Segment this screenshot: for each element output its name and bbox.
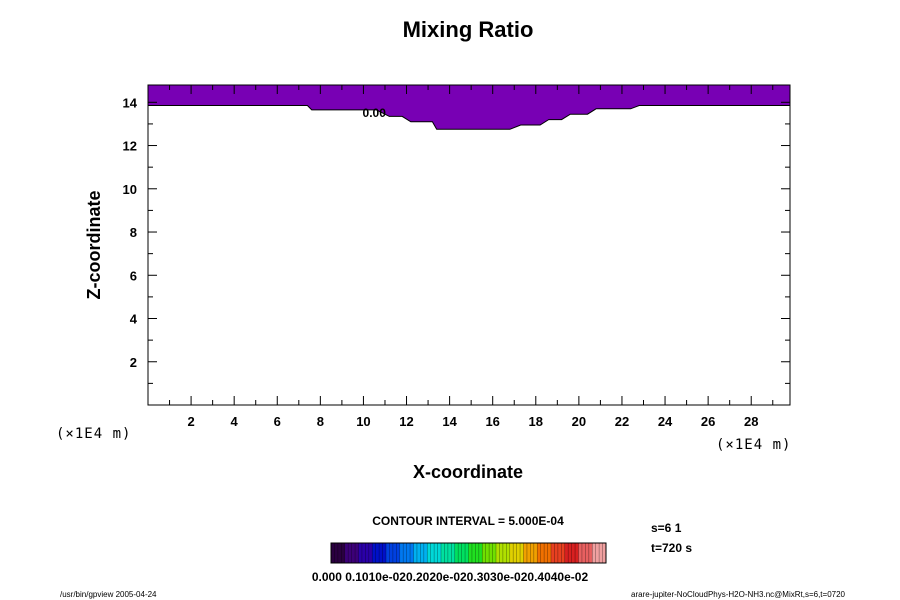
colorbar-frame: [330, 542, 607, 564]
colorbar-segment: [468, 543, 483, 563]
plot-frame: [147, 84, 791, 406]
x-tick-label: 26: [701, 414, 715, 429]
chart-title: Mixing Ratio: [403, 17, 534, 42]
colorbar-segment: [482, 543, 497, 563]
y-tick-label: 14: [123, 95, 138, 110]
x-axis-unit-label: (×1E4 m): [716, 437, 791, 453]
x-tick-label: 16: [485, 414, 499, 429]
x-tick-label: 6: [274, 414, 281, 429]
contour-interval-text: CONTOUR INTERVAL = 5.000E-04: [372, 514, 564, 528]
colorbar-labels: 0.000 0.1010e-020.2020e-020.3030e-020.40…: [312, 570, 589, 584]
time-info: t=720 s: [651, 541, 692, 555]
y-axis-unit-label: (×1E4 m): [56, 426, 131, 442]
x-tick-label: 8: [317, 414, 324, 429]
x-tick-label: 10: [356, 414, 370, 429]
colorbar-segment: [427, 543, 442, 563]
slice-info: s=6 1: [651, 521, 682, 535]
contour-line-0: [148, 105, 790, 130]
y-tick-label: 12: [123, 139, 137, 154]
y-axis-tick-labels: 2 4 6 8 10 12 14: [123, 95, 138, 369]
filled-contour-region: [148, 85, 790, 130]
x-tick-label: 24: [658, 414, 673, 429]
colorbar-segment: [413, 543, 428, 563]
x-axis-tick-labels: 2 4 6 8 10 12 14 16 18 20 22 24 26 28: [187, 414, 758, 429]
colorbar-segment: [496, 543, 511, 563]
colorbar-segment: [592, 543, 607, 563]
y-tick-label: 4: [130, 312, 138, 327]
x-tick-label: 28: [744, 414, 758, 429]
x-tick-label: 22: [615, 414, 629, 429]
plot-area: 0.00: [147, 84, 791, 406]
colorbar-segment: [441, 543, 456, 563]
x-tick-label: 2: [187, 414, 194, 429]
colorbar-segment: [358, 543, 373, 563]
colorbar-segment: [523, 543, 538, 563]
y-tick-label: 6: [130, 268, 137, 283]
x-tick-label: 18: [529, 414, 543, 429]
x-tick-label: 20: [572, 414, 586, 429]
colorbar-segment: [551, 543, 566, 563]
y-axis-ticks: [148, 101, 790, 384]
x-tick-label: 12: [399, 414, 413, 429]
contour-label: 0.00: [363, 106, 387, 120]
footer-left: /usr/bin/gpview 2005-04-24: [60, 590, 157, 599]
y-tick-label: 8: [130, 225, 137, 240]
colorbar-segment: [331, 543, 346, 563]
x-tick-label: 14: [442, 414, 457, 429]
colorbar-segment: [454, 543, 469, 563]
colorbar-segment: [564, 543, 579, 563]
x-tick-label: 4: [231, 414, 239, 429]
x-axis-ticks: [169, 85, 774, 405]
colorbar-segment: [372, 543, 387, 563]
colorbar-segment: [537, 543, 552, 563]
x-axis-title: X-coordinate: [413, 462, 523, 482]
y-axis-title: Z-coordinate: [84, 190, 104, 299]
colorbar-segment: [386, 543, 401, 563]
colorbar-segment: [399, 543, 414, 563]
colorbar-segment: [344, 543, 359, 563]
footer-right: arare-jupiter-NoCloudPhys-H2O-NH3.nc@Mix…: [631, 590, 846, 599]
colorbar-segment: [578, 543, 593, 563]
colorbar: [330, 542, 607, 564]
y-tick-label: 2: [130, 355, 137, 370]
y-tick-label: 10: [123, 182, 137, 197]
colorbar-segment: [509, 543, 524, 563]
